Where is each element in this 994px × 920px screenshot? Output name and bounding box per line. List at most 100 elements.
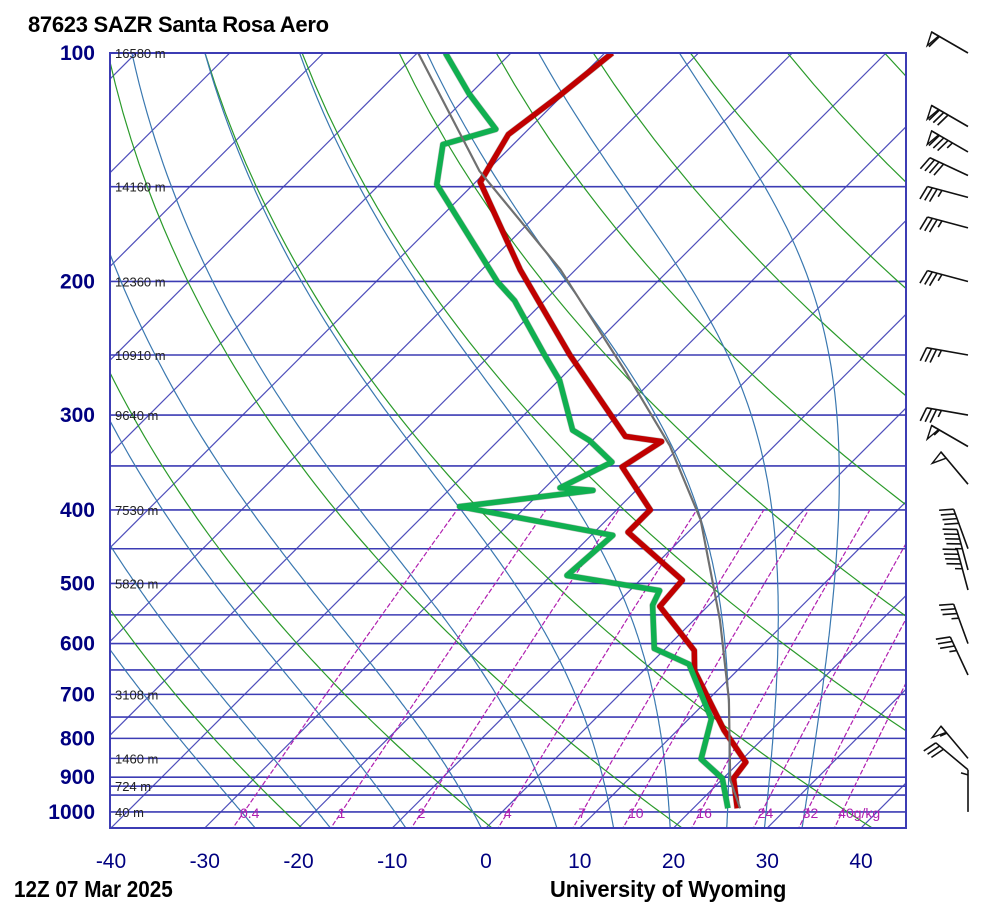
isotherm-line xyxy=(391,313,906,828)
pressure-tick-label: 300 xyxy=(60,404,95,427)
barb-full xyxy=(919,157,931,170)
sounding-datetime: 12Z 07 Mar 2025 xyxy=(14,876,173,902)
dry-adiabat xyxy=(110,59,684,828)
barb-full xyxy=(928,109,940,121)
wind-barb xyxy=(919,269,969,287)
isotherm-line xyxy=(860,782,906,828)
moist-adiabat xyxy=(110,648,256,828)
height-label: 1460 m xyxy=(115,751,158,766)
barb-staff xyxy=(956,529,969,571)
mixing-ratio-line xyxy=(691,509,871,828)
moist-adiabat xyxy=(110,419,407,828)
barb-full xyxy=(942,528,958,531)
barb-half xyxy=(937,190,943,198)
barb-half xyxy=(946,142,953,149)
barb-full xyxy=(932,111,945,124)
barb-pennant xyxy=(925,104,940,122)
barb-full xyxy=(924,271,933,285)
wind-barb xyxy=(930,450,969,485)
barb-full xyxy=(937,114,949,126)
wind-barb xyxy=(942,548,969,591)
mixing-ratio-line xyxy=(752,542,906,828)
wind-barb xyxy=(925,30,969,54)
dry-adiabat xyxy=(301,53,906,732)
temperature-tick-label: -20 xyxy=(283,850,313,873)
barb-pennant xyxy=(925,129,940,147)
wind-barb xyxy=(919,216,969,233)
barb-full xyxy=(943,553,959,556)
barb-full xyxy=(919,186,929,200)
mixing-ratio-label: 0.4 xyxy=(240,805,260,821)
pressure-tick-label: 1000 xyxy=(48,801,95,824)
mixing-ratio-label: 32 xyxy=(803,805,819,821)
barb-full xyxy=(928,161,940,174)
pressure-tick-label: 100 xyxy=(60,42,95,65)
barb-full xyxy=(928,219,938,233)
barb-full xyxy=(942,612,958,616)
data-source: University of Wyoming xyxy=(550,876,787,902)
wind-barb xyxy=(960,769,969,812)
isotherm-line xyxy=(110,53,418,362)
mixing-ratio-label: 24 xyxy=(758,805,774,821)
chart-title: 87623 SAZR Santa Rosa Aero xyxy=(28,12,329,37)
barb-staff xyxy=(949,636,969,676)
barb-full xyxy=(944,522,959,526)
moist-adiabat xyxy=(131,53,558,828)
barb-half xyxy=(937,410,943,418)
mixing-ratio-label: 4 xyxy=(504,805,512,821)
mixing-ratio-label: 1 xyxy=(337,805,345,821)
barb-full xyxy=(927,745,941,755)
wind-barb xyxy=(923,742,969,771)
temperature-tick-label: -10 xyxy=(377,850,407,873)
mixing-ratio-line xyxy=(232,509,458,828)
barb-staff xyxy=(952,603,969,644)
moist-adiabat xyxy=(538,53,779,828)
barb-full xyxy=(919,270,929,284)
barb-pennant xyxy=(925,424,940,442)
isotherm-line xyxy=(110,53,231,174)
pressure-tick-label: 600 xyxy=(60,633,95,656)
barb-staff xyxy=(929,157,969,177)
moist-adiabat xyxy=(299,53,671,828)
moist-adiabat xyxy=(678,53,840,828)
barb-full xyxy=(946,562,962,565)
barb-full xyxy=(942,548,958,551)
height-label: 724 m xyxy=(115,779,151,794)
isotherm-line xyxy=(110,53,137,80)
pressure-tick-label: 200 xyxy=(60,270,95,293)
pressure-tick-label: 700 xyxy=(60,683,95,706)
barb-full xyxy=(930,748,944,759)
height-label: 5820 m xyxy=(115,576,158,591)
isotherm-line xyxy=(673,594,906,828)
barb-full xyxy=(924,348,933,363)
wind-barb xyxy=(919,407,969,423)
temperature-trace xyxy=(477,53,749,809)
barb-half xyxy=(951,617,959,620)
pressure-tick-label: 500 xyxy=(60,572,95,595)
mixing-ratio-label: 16 xyxy=(696,805,712,821)
height-label: 40 m xyxy=(115,805,144,820)
wind-barb xyxy=(925,129,969,153)
grid-lines xyxy=(0,53,994,831)
barb-full xyxy=(932,137,945,149)
barb-full xyxy=(924,187,933,201)
mixing-ratio-line xyxy=(798,617,906,828)
isotherm-line xyxy=(110,53,887,828)
barb-full xyxy=(939,645,955,650)
height-label: 12360 m xyxy=(115,274,166,289)
barb-full xyxy=(928,134,940,147)
height-label: 16580 m xyxy=(115,46,166,61)
dry-adiabat xyxy=(982,53,994,831)
dry-adiabat xyxy=(110,825,113,828)
isotherm-line xyxy=(110,53,606,549)
isotherm-line xyxy=(0,53,42,828)
moist-adiabat xyxy=(426,53,730,828)
height-label: 3108 m xyxy=(115,687,158,702)
barb-pennant xyxy=(930,725,948,740)
barb-staff xyxy=(956,549,969,591)
dry-adiabat xyxy=(592,53,906,397)
wind-barb xyxy=(942,528,969,571)
height-label: 14160 m xyxy=(115,180,166,195)
pressure-tick-label: 400 xyxy=(60,499,95,522)
